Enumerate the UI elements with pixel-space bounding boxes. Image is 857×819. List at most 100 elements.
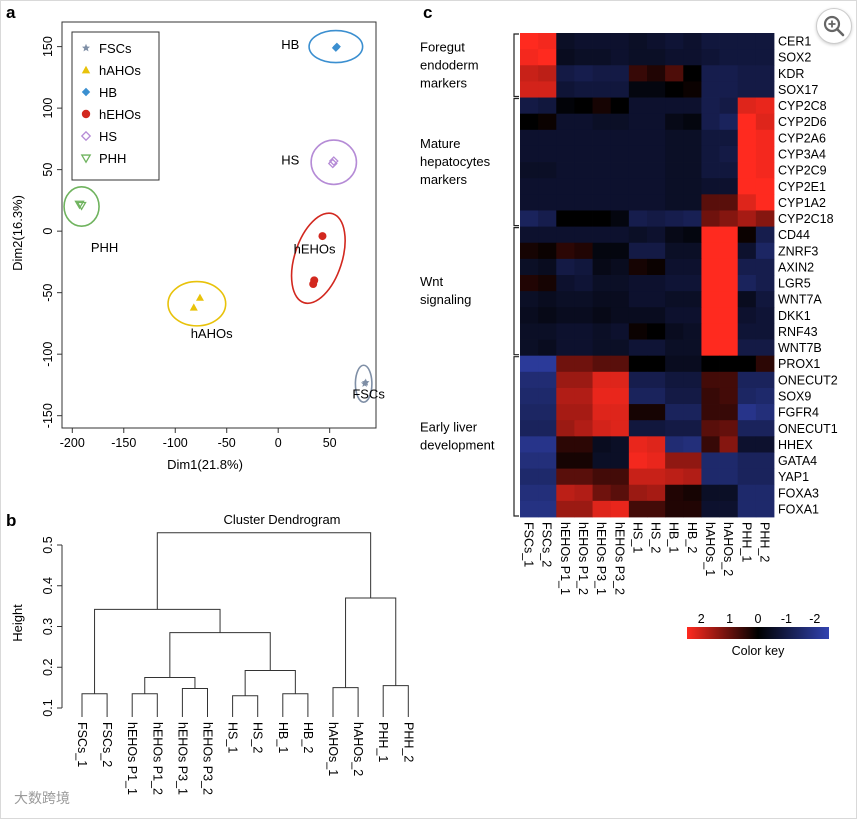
heatmap-cell [647, 65, 666, 82]
heatmap-cell [665, 291, 684, 308]
heatmap-cell [719, 210, 739, 227]
heatmap-cell [610, 145, 630, 163]
cluster-ellipse-hahos [167, 280, 227, 327]
heatmap-cell [520, 242, 539, 260]
heatmap-cell [520, 484, 539, 502]
heatmap-cell [628, 452, 648, 469]
y-tick-label: 150 [41, 36, 55, 57]
heatmap-cell [592, 500, 612, 518]
heatmap-cell [665, 210, 684, 227]
heatmap-cell [701, 81, 720, 98]
heatmap-cell [755, 145, 775, 163]
heatmap-cell [628, 242, 648, 260]
heatmap-cell [701, 452, 720, 469]
heatmap-cell [737, 307, 757, 324]
heatmap-cell [538, 436, 557, 453]
column-label: PHH_2 [757, 522, 771, 562]
heatmap-cell [574, 387, 593, 405]
heatmap-cell [683, 339, 702, 357]
heatmap-cell [610, 291, 630, 308]
heatmap-cell [683, 420, 702, 437]
heatmap-cell [665, 226, 684, 244]
leaf-label: hEHOs P3_2 [201, 722, 215, 795]
heatmap-cell [755, 242, 775, 260]
heatmap-cell [610, 484, 630, 502]
dendrogram-link [131, 693, 158, 717]
heatmap-cell [647, 145, 666, 163]
heatmap-cell [610, 129, 630, 147]
leaf-label: hEHOs P1_2 [150, 722, 164, 795]
heatmap-cell [737, 484, 757, 502]
group-bracket [513, 227, 519, 356]
heatmap-cell [719, 113, 739, 131]
heatmap-cell [701, 371, 720, 389]
heatmap-cell [719, 81, 739, 98]
heatmap-cell [628, 484, 648, 502]
heatmap-cell [683, 194, 702, 211]
heatmap-cell [610, 162, 630, 179]
dendrogram-link [244, 670, 296, 696]
data-point [76, 201, 87, 211]
zoom-button[interactable] [816, 8, 852, 44]
heatmap-cell [610, 323, 630, 340]
heatmap-cell [755, 194, 775, 211]
heatmap-cell [665, 371, 684, 389]
heatmap-cell [520, 291, 539, 308]
heatmap-cell [755, 129, 775, 147]
heatmap-cell [556, 275, 575, 292]
heatmap-cell [647, 307, 666, 324]
gene-label: FOXA3 [778, 486, 819, 500]
gene-label: CYP2E1 [778, 180, 826, 194]
heatmap-cell [701, 226, 720, 244]
heatmap-cell [538, 387, 557, 405]
heatmap-panel: CER1 SOX2 KDR SOX17 CYP2C8 CYP2D6 CYP2A6 CYP3A4… [420, 33, 838, 658]
heatmap-cell [628, 404, 648, 421]
heatmap-cell [719, 323, 739, 340]
heatmap-cell [592, 404, 612, 421]
heatmap-cell [538, 113, 557, 131]
gene-label: CYP1A2 [778, 196, 826, 210]
heatmap-cell [556, 468, 575, 486]
heatmap-cell [538, 291, 557, 308]
heatmap-cell [647, 33, 666, 50]
heatmap-cell [628, 420, 648, 437]
heatmap-cell [610, 339, 630, 357]
heatmap-cell [592, 371, 612, 389]
heatmap-cell [647, 113, 666, 131]
heatmap-cell [701, 129, 720, 147]
heatmap-cell [665, 468, 684, 486]
heatmap-cell [610, 65, 630, 82]
leaf-label: HS_2 [251, 722, 265, 753]
heatmap-cell [665, 452, 684, 469]
dendrogram-title: Cluster Dendrogram [223, 512, 340, 527]
heatmap-cell [719, 371, 739, 389]
heatmap-cell [719, 404, 739, 421]
panel-letter-b: b [6, 511, 16, 530]
heatmap-cell [755, 371, 775, 389]
heatmap-cell [647, 162, 666, 179]
heatmap-cell [755, 65, 775, 82]
gene-label: WNT7A [778, 293, 822, 307]
heatmap-cell [683, 49, 702, 66]
column-label: HB_2 [685, 522, 699, 553]
heatmap-cell [538, 275, 557, 292]
heatmap-cell [647, 468, 666, 486]
heatmap-cell [719, 178, 739, 195]
leaf-label: HB_1 [276, 722, 290, 753]
heatmap-cell [737, 275, 757, 292]
heatmap-cell [556, 129, 575, 147]
heatmap-cell [538, 323, 557, 340]
heatmap-cell [592, 242, 612, 260]
gene-label: CYP2C18 [778, 212, 834, 226]
heatmap-cell [719, 162, 739, 179]
gene-label: SOX9 [778, 390, 811, 404]
heatmap-cell [538, 339, 557, 357]
heatmap-cell [647, 371, 666, 389]
dendrogram-link [81, 693, 108, 717]
color-key-tick: 2 [698, 612, 705, 626]
dendrogram-link [94, 608, 221, 694]
heatmap-cell [574, 113, 593, 131]
heatmap-cell [755, 387, 775, 405]
heatmap-cell [628, 258, 648, 276]
